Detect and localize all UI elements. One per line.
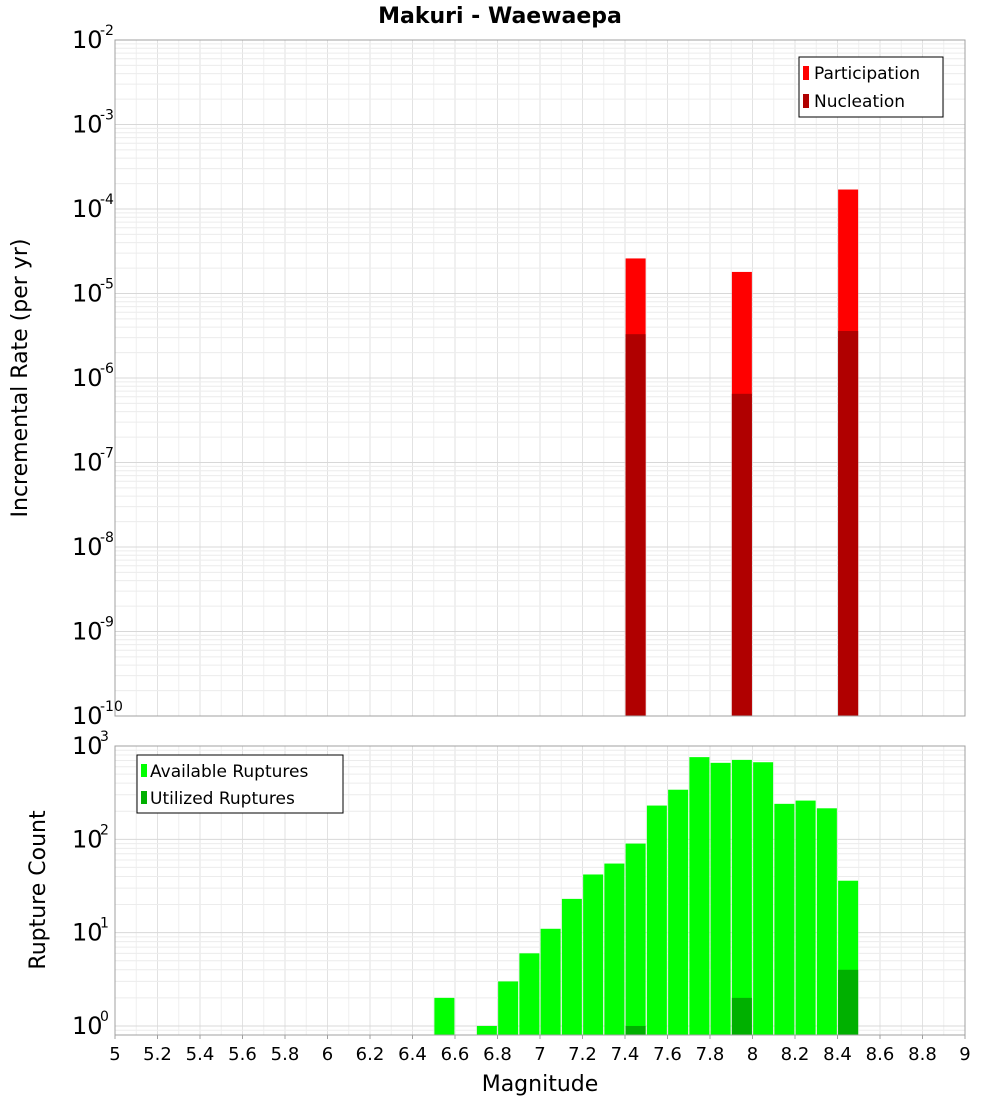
bar-available-ruptures [689, 757, 710, 1035]
x-tick-label: 5 [109, 1044, 120, 1065]
rate-legend-box [798, 56, 944, 118]
y-tick-exponent: 3 [100, 729, 109, 745]
bar-available-ruptures [434, 997, 455, 1035]
bar-nucleation [838, 330, 859, 716]
bar-available-ruptures [710, 762, 731, 1035]
legend-label-participation: Participation [814, 64, 920, 84]
bar-available-ruptures [625, 843, 646, 1035]
bar-available-ruptures [561, 898, 582, 1035]
y-tick-exponent: -3 [100, 108, 114, 124]
bar-available-ruptures [646, 805, 667, 1035]
bar-available-ruptures [753, 762, 774, 1035]
y-tick-exponent: -9 [100, 615, 114, 631]
y-tick-label: 10 [72, 825, 103, 853]
rate-y-axis-label: Incremental Rate (per yr) [8, 239, 33, 518]
x-tick-label: 7.6 [653, 1044, 682, 1065]
bar-nucleation [625, 334, 646, 716]
chart-title: Makuri - Waewaepa [378, 4, 622, 29]
x-tick-label: 6.2 [356, 1044, 385, 1065]
x-tick-label: 8.8 [908, 1044, 937, 1065]
legend-label-available: Available Ruptures [150, 762, 308, 782]
rate-plot-frame [114, 39, 966, 717]
y-tick-label: 10 [72, 919, 103, 947]
bar-available-ruptures [731, 759, 752, 1035]
bar-utilized-ruptures [838, 969, 859, 1035]
bar-available-ruptures [519, 953, 540, 1035]
count-legend-box [136, 754, 344, 814]
y-tick-label: 10 [72, 533, 103, 561]
legend-label-utilized: Utilized Ruptures [150, 789, 295, 809]
y-tick-label: 10 [72, 364, 103, 392]
x-tick-label: 7.4 [611, 1044, 640, 1065]
rate-grid [114, 39, 966, 717]
y-tick-exponent: -8 [100, 530, 114, 546]
bar-available-ruptures [604, 863, 625, 1035]
x-tick-label: 6.4 [398, 1044, 427, 1065]
rate-bars [625, 189, 859, 716]
y-tick-exponent: 1 [100, 916, 109, 932]
y-tick-label: 10 [72, 702, 103, 730]
y-tick-exponent: -7 [100, 446, 114, 462]
legend-swatch-utilized [141, 791, 147, 804]
bar-available-ruptures [540, 928, 561, 1035]
y-tick-exponent: -4 [100, 192, 114, 208]
legend-swatch-nucleation [803, 94, 809, 108]
bar-available-ruptures [668, 789, 689, 1035]
x-tick-label: 6.8 [483, 1044, 512, 1065]
rate-legend: Participation Nucleation [798, 56, 944, 118]
y-tick-label: 10 [72, 26, 103, 54]
count-y-axis-label: Rupture Count [26, 810, 51, 970]
bar-available-ruptures [774, 803, 795, 1035]
bar-nucleation [731, 393, 752, 716]
y-tick-label: 10 [72, 111, 103, 139]
bar-available-ruptures [583, 874, 604, 1035]
x-tick-label: 5.8 [271, 1044, 300, 1065]
y-tick-label: 10 [72, 1012, 103, 1040]
y-tick-exponent: -5 [100, 277, 114, 293]
x-tick-label: 5.2 [143, 1044, 172, 1065]
y-tick-exponent: 0 [100, 1009, 109, 1025]
y-tick-exponent: -2 [100, 23, 114, 39]
y-tick-label: 10 [72, 195, 103, 223]
bar-utilized-ruptures [625, 1025, 646, 1035]
x-tick-label: 7.2 [568, 1044, 597, 1065]
x-tick-label: 8.4 [823, 1044, 852, 1065]
bar-available-ruptures [498, 981, 519, 1035]
x-tick-label: 8.6 [866, 1044, 895, 1065]
y-tick-exponent: 2 [100, 822, 109, 838]
x-axis-label: Magnitude [482, 1072, 599, 1097]
x-tick-label: 8 [747, 1044, 758, 1065]
bar-available-ruptures [795, 800, 816, 1035]
count-bars [434, 757, 859, 1035]
bar-utilized-ruptures [731, 997, 752, 1035]
bar-available-ruptures [476, 1025, 497, 1035]
legend-label-nucleation: Nucleation [814, 92, 905, 112]
legend-swatch-participation [803, 66, 809, 80]
y-tick-label: 10 [72, 618, 103, 646]
y-tick-label: 10 [72, 280, 103, 308]
count-legend: Available Ruptures Utilized Ruptures [136, 754, 344, 814]
y-tick-label: 10 [72, 732, 103, 760]
x-tick-label: 8.2 [781, 1044, 810, 1065]
x-tick-label: 9 [959, 1044, 970, 1065]
x-tick-label: 5.4 [186, 1044, 215, 1065]
x-tick-label: 7 [534, 1044, 545, 1065]
x-tick-label: 6 [322, 1044, 333, 1065]
legend-swatch-available [141, 764, 147, 777]
x-tick-label: 6.6 [441, 1044, 470, 1065]
bar-available-ruptures [816, 808, 837, 1035]
y-tick-label: 10 [72, 449, 103, 477]
x-tick-label: 7.8 [696, 1044, 725, 1065]
count-x-ticks: 5 5.2 5.4 5.6 5.8 6 6.2 6.4 6.6 6.8 7 7.2 7.4 7.6 7.8 8… [109, 1035, 971, 1065]
y-tick-exponent: -6 [100, 361, 114, 377]
y-tick-exponent: -10 [100, 699, 123, 715]
x-tick-label: 5.6 [228, 1044, 257, 1065]
